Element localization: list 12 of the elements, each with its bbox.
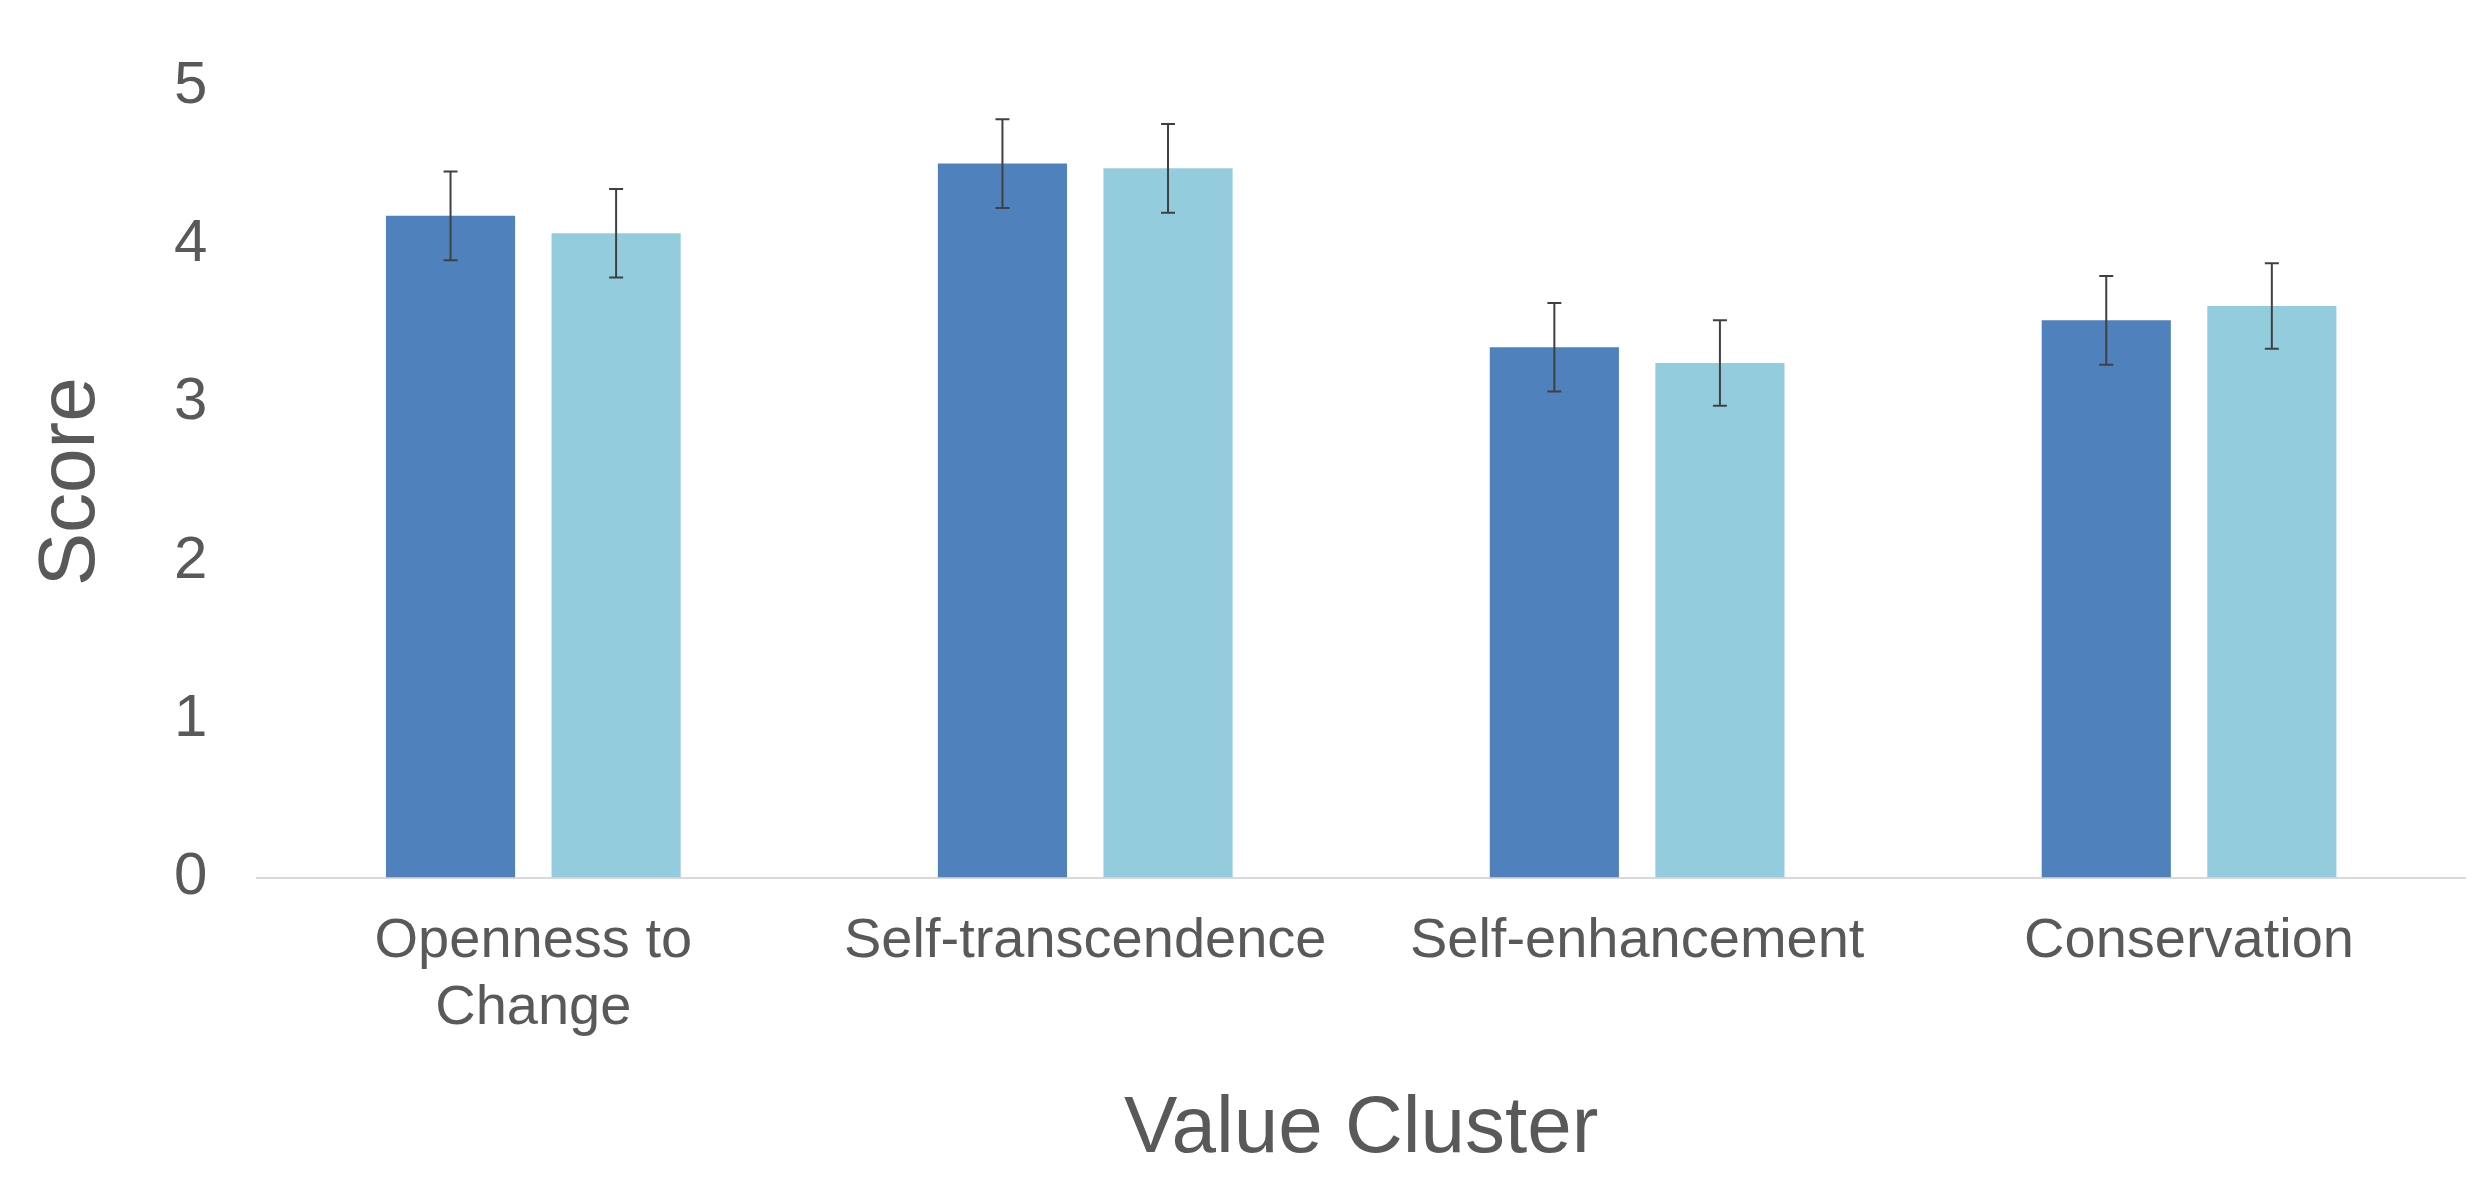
x-tick-label: Self-enhancement [1409, 905, 1865, 969]
y-tick-label: 4 [173, 206, 208, 274]
y-tick-label: 5 [173, 48, 208, 116]
y-tick-label: 0 [173, 840, 208, 908]
y-tick-label: 3 [173, 365, 208, 433]
x-tick-label: Openness to Change [374, 905, 693, 1036]
x-tick-label: Self-transcendence [843, 905, 1327, 969]
x-axis-title: Value Cluster [1124, 1080, 1599, 1170]
x-tick-label: Conservation [2024, 905, 2355, 969]
y-tick-label: 1 [173, 681, 208, 749]
y-tick-label: 2 [173, 523, 208, 591]
y-axis-title: Score [22, 377, 112, 587]
